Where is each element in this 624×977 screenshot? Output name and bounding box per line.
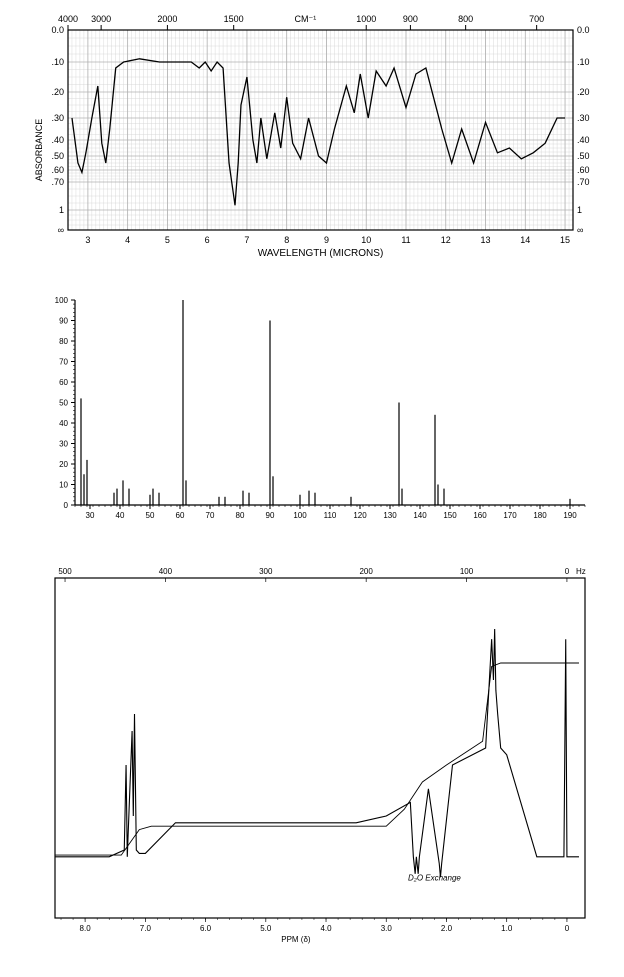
svg-text:WAVELENGTH (MICRONS): WAVELENGTH (MICRONS)	[258, 248, 384, 259]
svg-text:0: 0	[565, 924, 570, 933]
svg-text:120: 120	[353, 511, 367, 520]
svg-text:80: 80	[236, 511, 245, 520]
svg-text:ABSORBANCE: ABSORBANCE	[34, 119, 44, 182]
svg-text:160: 160	[473, 511, 487, 520]
svg-text:D₂O Exchange: D₂O Exchange	[408, 874, 461, 883]
svg-text:70: 70	[59, 358, 68, 367]
svg-text:2.0: 2.0	[441, 924, 453, 933]
svg-text:.50: .50	[51, 151, 64, 161]
svg-text:4: 4	[125, 235, 130, 245]
svg-text:30: 30	[86, 511, 95, 520]
svg-text:130: 130	[383, 511, 397, 520]
svg-text:100: 100	[55, 296, 69, 305]
svg-text:.30: .30	[577, 113, 590, 123]
svg-text:40: 40	[59, 419, 68, 428]
svg-text:0: 0	[64, 501, 69, 510]
svg-text:.30: .30	[51, 113, 64, 123]
svg-text:7: 7	[244, 235, 249, 245]
svg-text:PPM (δ): PPM (δ)	[281, 935, 311, 944]
svg-text:6: 6	[205, 235, 210, 245]
svg-text:.70: .70	[577, 177, 590, 187]
svg-text:300: 300	[259, 567, 273, 576]
svg-text:100: 100	[460, 567, 474, 576]
svg-text:140: 140	[413, 511, 427, 520]
svg-text:Hz: Hz	[576, 567, 586, 576]
svg-text:2000: 2000	[157, 14, 177, 24]
svg-text:10: 10	[361, 235, 371, 245]
svg-text:60: 60	[176, 511, 185, 520]
svg-text:400: 400	[159, 567, 173, 576]
svg-text:150: 150	[443, 511, 457, 520]
svg-text:1500: 1500	[224, 14, 244, 24]
svg-text:11: 11	[401, 235, 410, 245]
svg-text:100: 100	[293, 511, 307, 520]
svg-text:500: 500	[58, 567, 72, 576]
mass-spectrum: 0 10 20 30 40 50 60 70 80 90 100 30 40 50 60 70 80 90 100 1…	[30, 290, 600, 540]
svg-text:190: 190	[563, 511, 577, 520]
svg-text:700: 700	[529, 14, 544, 24]
svg-text:8: 8	[284, 235, 289, 245]
svg-text:3000: 3000	[91, 14, 111, 24]
svg-text:3.0: 3.0	[381, 924, 393, 933]
svg-text:3: 3	[85, 235, 90, 245]
svg-text:50: 50	[59, 399, 68, 408]
svg-text:∞: ∞	[58, 225, 64, 235]
nmr-spectrum: 500 400 300 200 100 0 Hz 8.0 7.0 6.0 5.0 4.0 3.0 2.0 1…	[30, 560, 600, 960]
svg-text:200: 200	[359, 567, 373, 576]
svg-text:.20: .20	[577, 87, 590, 97]
svg-text:70: 70	[206, 511, 215, 520]
page: 40003000200015001000900800700CM⁻¹3456789…	[0, 0, 624, 977]
svg-text:CM⁻¹: CM⁻¹	[294, 14, 316, 24]
svg-text:.10: .10	[577, 57, 590, 67]
svg-text:.60: .60	[577, 165, 590, 175]
svg-text:.20: .20	[51, 87, 64, 97]
svg-text:∞: ∞	[577, 225, 583, 235]
svg-text:0: 0	[565, 567, 570, 576]
svg-text:12: 12	[441, 235, 451, 245]
svg-text:5.0: 5.0	[260, 924, 272, 933]
svg-text:10: 10	[59, 481, 68, 490]
svg-text:1: 1	[577, 205, 582, 215]
svg-text:14: 14	[520, 235, 530, 245]
svg-text:.70: .70	[51, 177, 64, 187]
svg-text:50: 50	[146, 511, 155, 520]
svg-text:.10: .10	[51, 57, 64, 67]
svg-text:5: 5	[165, 235, 170, 245]
svg-text:7.0: 7.0	[140, 924, 152, 933]
svg-text:.60: .60	[51, 165, 64, 175]
svg-text:40: 40	[116, 511, 125, 520]
svg-text:900: 900	[403, 14, 418, 24]
svg-text:60: 60	[59, 378, 68, 387]
svg-text:180: 180	[533, 511, 547, 520]
svg-text:0.0: 0.0	[577, 25, 590, 35]
svg-text:1.0: 1.0	[501, 924, 513, 933]
svg-text:0.0: 0.0	[51, 25, 64, 35]
svg-text:90: 90	[59, 317, 68, 326]
svg-text:.50: .50	[577, 151, 590, 161]
svg-text:90: 90	[266, 511, 275, 520]
svg-text:13: 13	[481, 235, 491, 245]
svg-text:80: 80	[59, 337, 68, 346]
svg-text:30: 30	[59, 440, 68, 449]
ir-spectrum: 4000 3000 2000 1500 1000 900 800 700 CM⁻¹ 3 4 5 6 7 8 9…	[30, 0, 600, 270]
svg-text:20: 20	[59, 460, 68, 469]
svg-text:4000: 4000	[58, 14, 78, 24]
svg-text:6.0: 6.0	[200, 924, 212, 933]
svg-text:800: 800	[458, 14, 473, 24]
svg-text:170: 170	[503, 511, 517, 520]
svg-text:.40: .40	[51, 135, 64, 145]
svg-text:1: 1	[59, 205, 64, 215]
svg-text:15: 15	[560, 235, 570, 245]
svg-text:.40: .40	[577, 135, 590, 145]
svg-text:1000: 1000	[356, 14, 376, 24]
svg-text:8.0: 8.0	[80, 924, 92, 933]
svg-text:9: 9	[324, 235, 329, 245]
svg-text:4.0: 4.0	[320, 924, 332, 933]
svg-text:110: 110	[324, 511, 337, 520]
